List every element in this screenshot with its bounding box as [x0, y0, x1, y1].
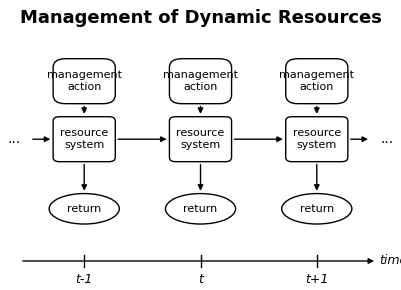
FancyBboxPatch shape [286, 59, 348, 104]
Text: management
action: management action [47, 70, 122, 93]
Text: return: return [183, 204, 218, 214]
Text: t+1: t+1 [305, 273, 328, 286]
Text: t: t [198, 273, 203, 286]
Text: time: time [379, 255, 401, 267]
Text: ...: ... [381, 132, 393, 146]
FancyBboxPatch shape [53, 59, 115, 104]
Text: return: return [67, 204, 101, 214]
Text: management
action: management action [163, 70, 238, 93]
Text: resource
system: resource system [176, 128, 225, 151]
Text: ...: ... [8, 132, 20, 146]
Text: t-1: t-1 [75, 273, 93, 286]
Ellipse shape [165, 194, 236, 224]
Text: resource
system: resource system [60, 128, 108, 151]
FancyBboxPatch shape [169, 117, 232, 162]
Text: Management of Dynamic Resources: Management of Dynamic Resources [20, 9, 381, 27]
FancyBboxPatch shape [286, 117, 348, 162]
Text: management
action: management action [279, 70, 354, 93]
FancyBboxPatch shape [169, 59, 232, 104]
Text: return: return [300, 204, 334, 214]
Text: resource
system: resource system [293, 128, 341, 151]
Ellipse shape [49, 194, 119, 224]
Ellipse shape [282, 194, 352, 224]
FancyBboxPatch shape [53, 117, 115, 162]
